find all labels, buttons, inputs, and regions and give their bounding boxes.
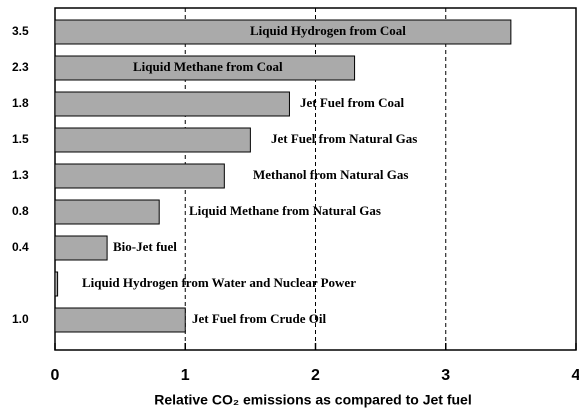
category-label: Bio-Jet fuel [113, 239, 177, 254]
category-label: Liquid Hydrogen from Water and Nuclear P… [82, 275, 356, 290]
category-label: Jet Fuel from Natural Gas [271, 131, 417, 146]
bar [54, 163, 225, 189]
bar [54, 235, 108, 261]
value-label: 3.5 [12, 24, 29, 38]
value-label: 1.5 [12, 132, 29, 146]
category-label: Liquid Methane from Natural Gas [189, 203, 381, 218]
bar [54, 271, 59, 297]
category-label: Liquid Methane from Coal [133, 59, 283, 74]
bar [54, 91, 290, 117]
bar [54, 307, 186, 333]
x-tick-label: 2 [311, 367, 320, 384]
category-label: Jet Fuel from Crude Oil [192, 311, 326, 326]
value-label: 2.3 [12, 60, 29, 74]
value-label: 1.8 [12, 96, 29, 110]
category-label: Methanol from Natural Gas [253, 167, 408, 182]
x-tick-label: 3 [441, 367, 450, 384]
value-label: 0.4 [12, 240, 29, 254]
value-label: 0.8 [12, 204, 29, 218]
bar [54, 19, 512, 45]
category-label: Liquid Hydrogen from Coal [250, 23, 406, 38]
bar [54, 127, 251, 153]
category-label: Jet Fuel from Coal [300, 95, 404, 110]
x-tick-label: 4 [572, 367, 579, 384]
x-tick-label: 1 [181, 367, 190, 384]
bar [54, 55, 356, 81]
x-axis-label: Relative CO₂ emissions as compared to Je… [154, 392, 471, 408]
bar [54, 199, 160, 225]
value-label: 1.3 [12, 168, 29, 182]
value-label: 1.0 [12, 312, 29, 326]
x-tick-label: 0 [51, 367, 60, 384]
